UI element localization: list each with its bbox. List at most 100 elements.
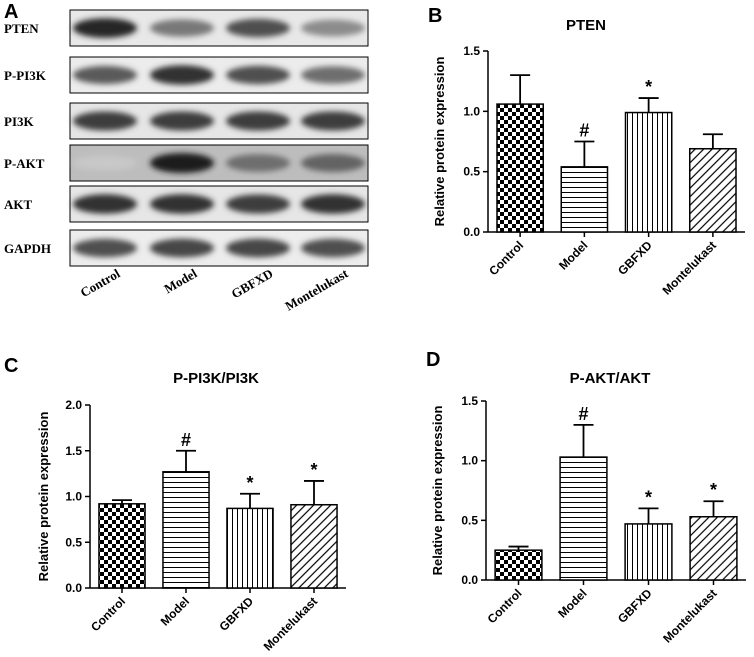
y-tick-label: 2.0 (65, 398, 82, 412)
blot-row: PTEN (4, 9, 369, 47)
x-tick-label: Model (555, 586, 589, 620)
blot-row-label: GAPDH (4, 241, 51, 256)
bar (624, 523, 673, 581)
blot-row: GAPDH (4, 229, 369, 267)
significance-mark: * (246, 473, 253, 493)
y-tick-label: 1.0 (463, 104, 480, 118)
blot-band (301, 238, 365, 258)
x-tick-label: GBFXD (615, 238, 655, 278)
blot-row-label: PI3K (4, 114, 35, 129)
blot-row: P-PI3K (4, 56, 369, 94)
blot-band (150, 111, 214, 131)
y-tick-label: 1.5 (461, 394, 478, 408)
bar-charts: B PTEN Relative protein expression 0.0 0.5 1.… (4, 5, 746, 654)
blot-row: PI3K (4, 102, 369, 140)
x-tick-label: Model (556, 238, 590, 272)
blot-row-label: P-AKT (4, 156, 45, 171)
blot-band (301, 66, 365, 84)
blot-band (226, 111, 290, 131)
blot-row: P-AKT (4, 144, 369, 182)
y-tick-label: 1.5 (65, 444, 82, 458)
significance-mark: * (645, 487, 652, 507)
bar (689, 516, 738, 581)
panel-letter-a: A (4, 1, 18, 23)
bar (624, 111, 673, 233)
y-tick-label: 1.5 (463, 44, 480, 58)
panel-letter: C (4, 355, 18, 377)
x-tick-label: Control (485, 586, 525, 626)
y-tick-label: 0.0 (463, 225, 480, 239)
y-tick-label: 1.0 (65, 490, 82, 504)
blot-band (226, 238, 290, 258)
bar (559, 456, 608, 581)
blot-lane-label: Control (78, 265, 123, 300)
panel-letter: B (428, 5, 442, 27)
bar (560, 166, 609, 233)
bar (494, 549, 543, 581)
blot-band (301, 19, 365, 37)
significance-mark: * (710, 480, 717, 500)
blot-band (73, 18, 137, 38)
blot-band (73, 194, 137, 214)
western-blot-panel: A PTEN P-PI3K PI3K P-AKT AKT GAPDH Control Mod… (4, 1, 369, 314)
x-tick-label: Montelukast (261, 594, 320, 653)
bar (688, 147, 737, 233)
bar (496, 103, 545, 233)
blot-lane-label: Montelukast (282, 265, 351, 313)
blot-band (226, 18, 290, 38)
x-tick-label: Control (88, 594, 128, 634)
blot-lane-label: Model (161, 265, 199, 296)
blot-band (150, 65, 214, 85)
blot-band (226, 154, 290, 172)
x-tick-label: GBFXD (217, 594, 257, 634)
x-tick-label: Montelukast (660, 586, 719, 645)
blot-band (226, 194, 290, 214)
chart-panel-b: B PTEN Relative protein expression 0.0 0.5 1.… (428, 5, 745, 298)
bar (162, 471, 210, 589)
chart-title: P-AKT/AKT (570, 370, 651, 387)
blot-row: AKT (4, 185, 369, 223)
blot-band (301, 194, 365, 214)
significance-mark: # (181, 430, 191, 450)
y-axis-label: Relative protein expression (430, 406, 445, 576)
bar (290, 503, 338, 589)
y-axis-label: Relative protein expression (36, 412, 51, 582)
x-tick-label: Model (158, 594, 192, 628)
chart-title: P-PI3K/PI3K (173, 370, 259, 387)
blot-band (150, 194, 214, 214)
significance-mark: * (645, 77, 652, 97)
y-tick-label: 0.0 (461, 573, 478, 587)
blot-band (301, 154, 365, 172)
y-axis-label: Relative protein expression (432, 57, 447, 227)
blot-band (150, 153, 214, 173)
blot-row-label: PTEN (4, 21, 39, 36)
significance-mark: * (310, 460, 317, 480)
y-tick-label: 0.5 (463, 165, 480, 179)
panel-letter: D (426, 349, 440, 371)
chart-panel-c: C P-PI3K/PI3K Relative protein expression 0… (4, 355, 346, 654)
y-tick-label: 0.5 (65, 535, 82, 549)
chart-panel-d: D P-AKT/AKT Relative protein expression 0.0… (426, 349, 746, 646)
y-tick-label: 0.0 (65, 581, 82, 595)
blot-lane-label: GBFXD (229, 266, 276, 302)
blot-band (73, 155, 137, 171)
bar (226, 507, 274, 589)
blot-band (73, 238, 137, 258)
x-tick-label: Control (486, 238, 526, 278)
blot-band (301, 111, 365, 131)
significance-mark: # (579, 121, 589, 141)
y-tick-label: 0.5 (461, 513, 478, 527)
x-tick-label: GBFXD (615, 586, 655, 626)
blot-band (73, 65, 137, 85)
chart-title: PTEN (566, 17, 606, 34)
bar (98, 503, 146, 589)
blot-row-label: P-PI3K (4, 68, 47, 83)
x-tick-label: Montelukast (660, 238, 719, 297)
blot-band (73, 111, 137, 131)
y-tick-label: 1.0 (461, 454, 478, 468)
significance-mark: # (578, 404, 588, 424)
blot-row-label: AKT (4, 197, 33, 212)
blot-band (226, 65, 290, 85)
blot-band (150, 19, 214, 37)
